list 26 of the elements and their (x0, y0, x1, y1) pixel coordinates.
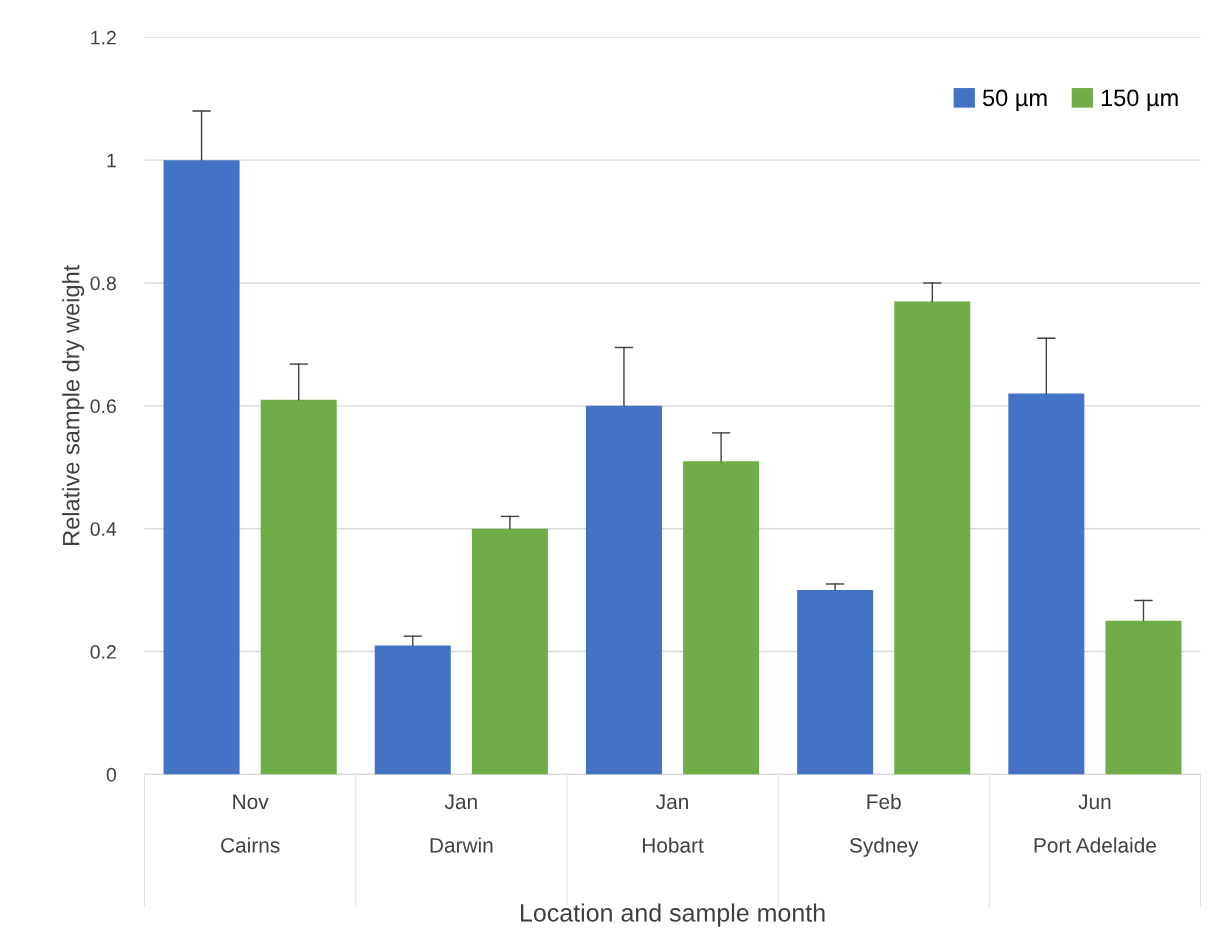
y-tick-label: 0.4 (90, 522, 117, 536)
bar (894, 301, 971, 775)
bar (260, 399, 337, 775)
category-label: Nov Cairns (221, 794, 280, 853)
bar (471, 528, 548, 775)
bar (1105, 620, 1182, 775)
category-label: Jan Hobart (642, 794, 704, 853)
y-tick-label: 0.8 (90, 276, 116, 291)
bar (374, 645, 451, 775)
y-tick-label: 0.6 (90, 399, 116, 414)
y-axis-title: Relative sample dry weight (62, 264, 85, 545)
bar (797, 590, 874, 775)
y-tick-label: 0.2 (90, 645, 116, 659)
bar (585, 405, 662, 775)
y-tick-label: 1 (107, 153, 116, 168)
x-axis-title: Location and sample month (521, 903, 825, 927)
legend-label: 150 µm (1101, 89, 1178, 111)
bar (163, 160, 240, 775)
category-label: Feb Sydney (849, 793, 919, 857)
bar (1008, 393, 1085, 775)
category-label: Jun Port Adelaide (1034, 794, 1156, 853)
y-tick-label: 0 (106, 767, 117, 782)
y-tick-label: 1.2 (91, 30, 116, 45)
legend-label: 50 µm (982, 89, 1047, 111)
category-label: Jan Darwin (430, 794, 493, 853)
bar (683, 461, 760, 775)
